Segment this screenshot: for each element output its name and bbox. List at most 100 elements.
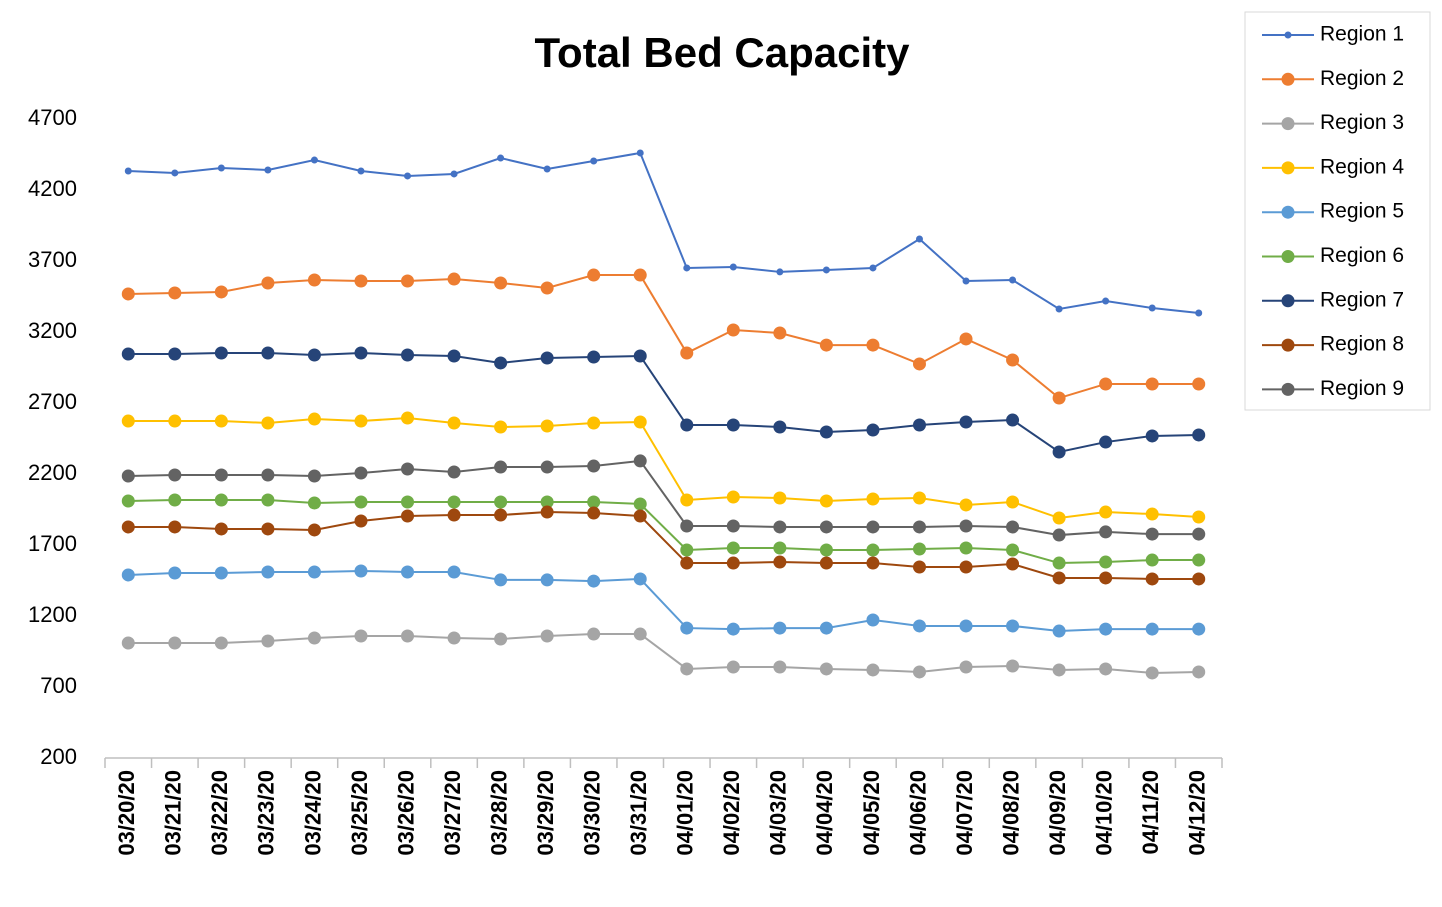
marker	[680, 519, 694, 533]
marker	[214, 468, 228, 482]
marker	[307, 523, 321, 537]
marker	[1052, 528, 1066, 542]
marker	[587, 627, 601, 641]
marker	[121, 287, 135, 301]
marker	[1099, 525, 1113, 539]
marker	[726, 541, 740, 555]
marker	[168, 636, 182, 650]
x-tick-label: 03/30/20	[580, 770, 605, 856]
marker	[494, 508, 508, 522]
marker	[494, 495, 508, 509]
marker	[680, 556, 694, 570]
series	[121, 346, 1206, 459]
marker	[726, 418, 740, 432]
marker	[1099, 571, 1113, 585]
marker	[726, 556, 740, 570]
x-tick-label: 03/22/20	[207, 770, 232, 856]
marker	[1006, 543, 1020, 557]
marker	[726, 323, 740, 337]
x-tick-label: 03/28/20	[486, 770, 511, 856]
line	[128, 417, 1199, 520]
series	[121, 493, 1206, 570]
marker	[447, 495, 461, 509]
line	[128, 151, 1199, 314]
marker	[214, 522, 228, 536]
marker	[959, 519, 973, 533]
marker	[912, 619, 926, 633]
marker	[1009, 276, 1017, 284]
marker	[866, 613, 880, 627]
marker	[354, 466, 368, 480]
marker	[912, 520, 926, 534]
marker	[540, 573, 554, 587]
marker	[1192, 527, 1206, 541]
marker	[1145, 553, 1159, 567]
marker	[633, 627, 647, 641]
marker	[1052, 571, 1066, 585]
marker	[401, 565, 415, 579]
legend-label: Region 3	[1320, 111, 1404, 134]
marker	[1145, 429, 1159, 443]
marker	[214, 414, 228, 428]
marker	[633, 415, 647, 429]
marker	[959, 498, 973, 512]
x-tick-label: 03/21/20	[161, 770, 186, 856]
marker	[1192, 553, 1206, 567]
marker	[1192, 622, 1206, 636]
marker	[587, 495, 601, 509]
marker	[819, 621, 833, 635]
marker	[261, 416, 275, 430]
x-tick-label: 03/27/20	[440, 770, 465, 856]
y-tick-label: 200	[40, 744, 77, 769]
marker	[354, 564, 368, 578]
y-tick-label: 3700	[28, 247, 77, 272]
marker	[773, 326, 787, 340]
marker	[1006, 353, 1020, 367]
marker	[540, 351, 554, 365]
marker	[1099, 435, 1113, 449]
marker	[587, 574, 601, 588]
marker	[1006, 619, 1020, 633]
marker	[307, 412, 321, 426]
marker	[1145, 507, 1159, 521]
marker	[680, 418, 694, 432]
marker	[819, 494, 833, 508]
series	[121, 564, 1206, 638]
marker	[1145, 666, 1159, 680]
legend-marker	[1284, 31, 1292, 39]
marker	[1006, 557, 1020, 571]
marker	[214, 346, 228, 360]
legend-marker	[1281, 294, 1295, 308]
marker	[587, 350, 601, 364]
marker	[1102, 297, 1110, 305]
line	[128, 352, 1199, 454]
marker	[261, 634, 275, 648]
marker	[214, 493, 228, 507]
x-tick-label: 03/26/20	[393, 770, 418, 856]
marker	[447, 508, 461, 522]
y-tick-label: 2700	[28, 389, 77, 414]
marker	[636, 149, 644, 157]
marker	[307, 348, 321, 362]
marker	[1052, 663, 1066, 677]
y-tick-label: 700	[40, 673, 77, 698]
marker	[357, 167, 365, 175]
marker	[307, 469, 321, 483]
marker	[633, 572, 647, 586]
marker	[168, 414, 182, 428]
marker	[540, 505, 554, 519]
marker	[866, 492, 880, 506]
marker	[1195, 309, 1203, 317]
marker	[1145, 622, 1159, 636]
marker	[1145, 572, 1159, 586]
marker	[912, 560, 926, 574]
marker	[121, 347, 135, 361]
marker	[354, 414, 368, 428]
x-tick-label: 03/20/20	[114, 770, 139, 856]
marker	[1052, 511, 1066, 525]
marker	[1099, 377, 1113, 391]
marker	[354, 274, 368, 288]
marker	[587, 459, 601, 473]
marker	[494, 573, 508, 587]
marker	[540, 495, 554, 509]
